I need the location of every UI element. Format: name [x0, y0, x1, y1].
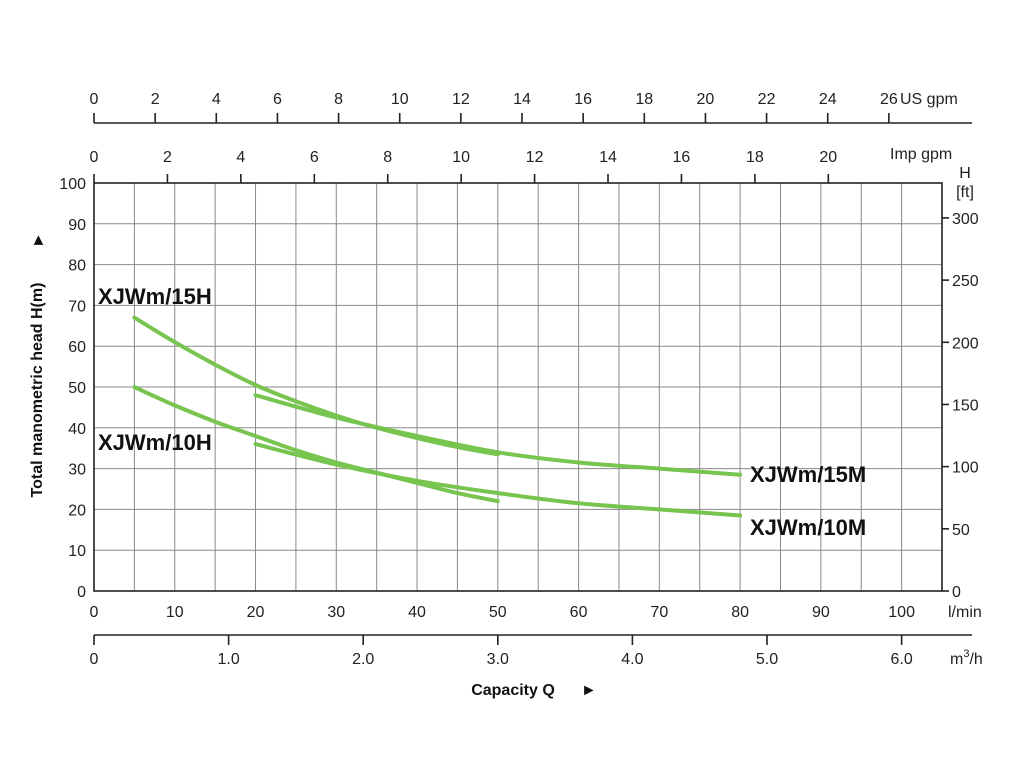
usgpm-tick-label: 26: [880, 91, 898, 108]
impgpm-tick-label: 20: [819, 149, 837, 166]
y-tick-label: 10: [68, 543, 86, 560]
ft-tick-label: 100: [952, 460, 979, 477]
lmin-unit-label: l/min: [948, 604, 982, 621]
ft-tick-label: 50: [952, 522, 970, 539]
usgpm-tick-label: 18: [635, 91, 653, 108]
m3h-unit-sup: 3: [963, 648, 969, 660]
plot-frame: [93, 182, 943, 592]
impgpm-tick-label: 14: [599, 149, 617, 166]
y-tick-label: 60: [68, 339, 86, 356]
usgpm-tick-label: 10: [391, 91, 409, 108]
impgpm-tick-label: 12: [526, 149, 544, 166]
lmin-tick-label: 0: [90, 604, 99, 621]
y-axis-title: Total manometric head H(m) ►: [29, 232, 47, 497]
lmin-tick-label: 10: [166, 604, 184, 621]
y-tick-label: 100: [59, 176, 86, 193]
y-axis-title-text: Total manometric head H(m): [29, 283, 46, 498]
axes-ticks: 0102030405060708090100050100150200250300…: [59, 91, 979, 668]
ft-tick-label: 300: [952, 211, 979, 228]
usgpm-tick-label: 14: [513, 91, 531, 108]
m3h-unit-label: m3/h: [950, 648, 983, 668]
series-lines: [132, 315, 743, 518]
ft-unit-label-top: H: [959, 165, 971, 182]
impgpm-tick-label: 2: [163, 149, 172, 166]
y-tick-label: 40: [68, 421, 86, 438]
m3h-tick-label: 5.0: [756, 651, 778, 668]
usgpm-tick-label: 0: [90, 91, 99, 108]
m3h-tick-label: 4.0: [621, 651, 643, 668]
y-tick-label: 70: [68, 298, 86, 315]
m3h-tick-label: 6.0: [890, 651, 912, 668]
usgpm-tick-label: 4: [212, 91, 221, 108]
impgpm-tick-label: 10: [452, 149, 470, 166]
y-axis-arrow-icon: ►: [30, 232, 47, 248]
series-line-xjwm-15m: [253, 393, 743, 477]
y-tick-label: 20: [68, 502, 86, 519]
y-tick-label: 0: [77, 584, 86, 601]
series-label-xjwm-15m: XJWm/15M: [750, 462, 866, 487]
ft-tick-label: 0: [952, 584, 961, 601]
y-tick-label: 90: [68, 217, 86, 234]
usgpm-tick-label: 6: [273, 91, 282, 108]
usgpm-tick-label: 12: [452, 91, 470, 108]
lmin-tick-label: 60: [570, 604, 588, 621]
series-label-xjwm-10m: XJWm/10M: [750, 515, 866, 540]
m3h-tick-label: 1.0: [217, 651, 239, 668]
ft-unit-label-bottom: [ft]: [956, 184, 974, 201]
impgpm-unit-label: Imp gpm: [890, 146, 952, 163]
x-axis-arrow-icon: ►: [581, 682, 597, 699]
m3h-unit-base: m: [950, 651, 963, 668]
plot-grid: [94, 183, 942, 591]
series-label-xjwm-15h: XJWm/15H: [98, 284, 212, 309]
lmin-tick-label: 70: [650, 604, 668, 621]
usgpm-tick-label: 22: [758, 91, 776, 108]
m3h-tick-label: 0: [90, 651, 99, 668]
usgpm-tick-label: 2: [151, 91, 160, 108]
usgpm-tick-label: 20: [697, 91, 715, 108]
m3h-tick-label: 2.0: [352, 651, 374, 668]
usgpm-tick-label: 8: [334, 91, 343, 108]
series-line-xjwm-10h: [132, 385, 500, 504]
lmin-tick-label: 80: [731, 604, 749, 621]
lmin-tick-label: 100: [888, 604, 915, 621]
series-line-xjwm-10m: [253, 442, 743, 518]
m3h-tick-label: 3.0: [487, 651, 509, 668]
y-tick-label: 50: [68, 380, 86, 397]
lmin-tick-label: 30: [327, 604, 345, 621]
m3h-unit-tail: /h: [969, 651, 982, 668]
lmin-tick-label: 90: [812, 604, 830, 621]
y-tick-label: 30: [68, 462, 86, 479]
impgpm-tick-label: 0: [90, 149, 99, 166]
lmin-tick-label: 20: [247, 604, 265, 621]
impgpm-tick-label: 4: [236, 149, 245, 166]
x-axis-title: Capacity Q: [471, 682, 555, 699]
usgpm-unit-label: US gpm: [900, 91, 958, 108]
usgpm-tick-label: 16: [574, 91, 592, 108]
impgpm-tick-label: 16: [673, 149, 691, 166]
lmin-tick-label: 40: [408, 604, 426, 621]
impgpm-tick-label: 18: [746, 149, 764, 166]
impgpm-tick-label: 6: [310, 149, 319, 166]
y-tick-label: 80: [68, 258, 86, 275]
series-line-xjwm-15h: [132, 315, 500, 457]
lmin-tick-label: 50: [489, 604, 507, 621]
ft-tick-label: 150: [952, 397, 979, 414]
impgpm-tick-label: 8: [383, 149, 392, 166]
ft-tick-label: 250: [952, 273, 979, 290]
series-label-xjwm-10h: XJWm/10H: [98, 430, 212, 455]
ft-tick-label: 200: [952, 335, 979, 352]
usgpm-tick-label: 24: [819, 91, 837, 108]
